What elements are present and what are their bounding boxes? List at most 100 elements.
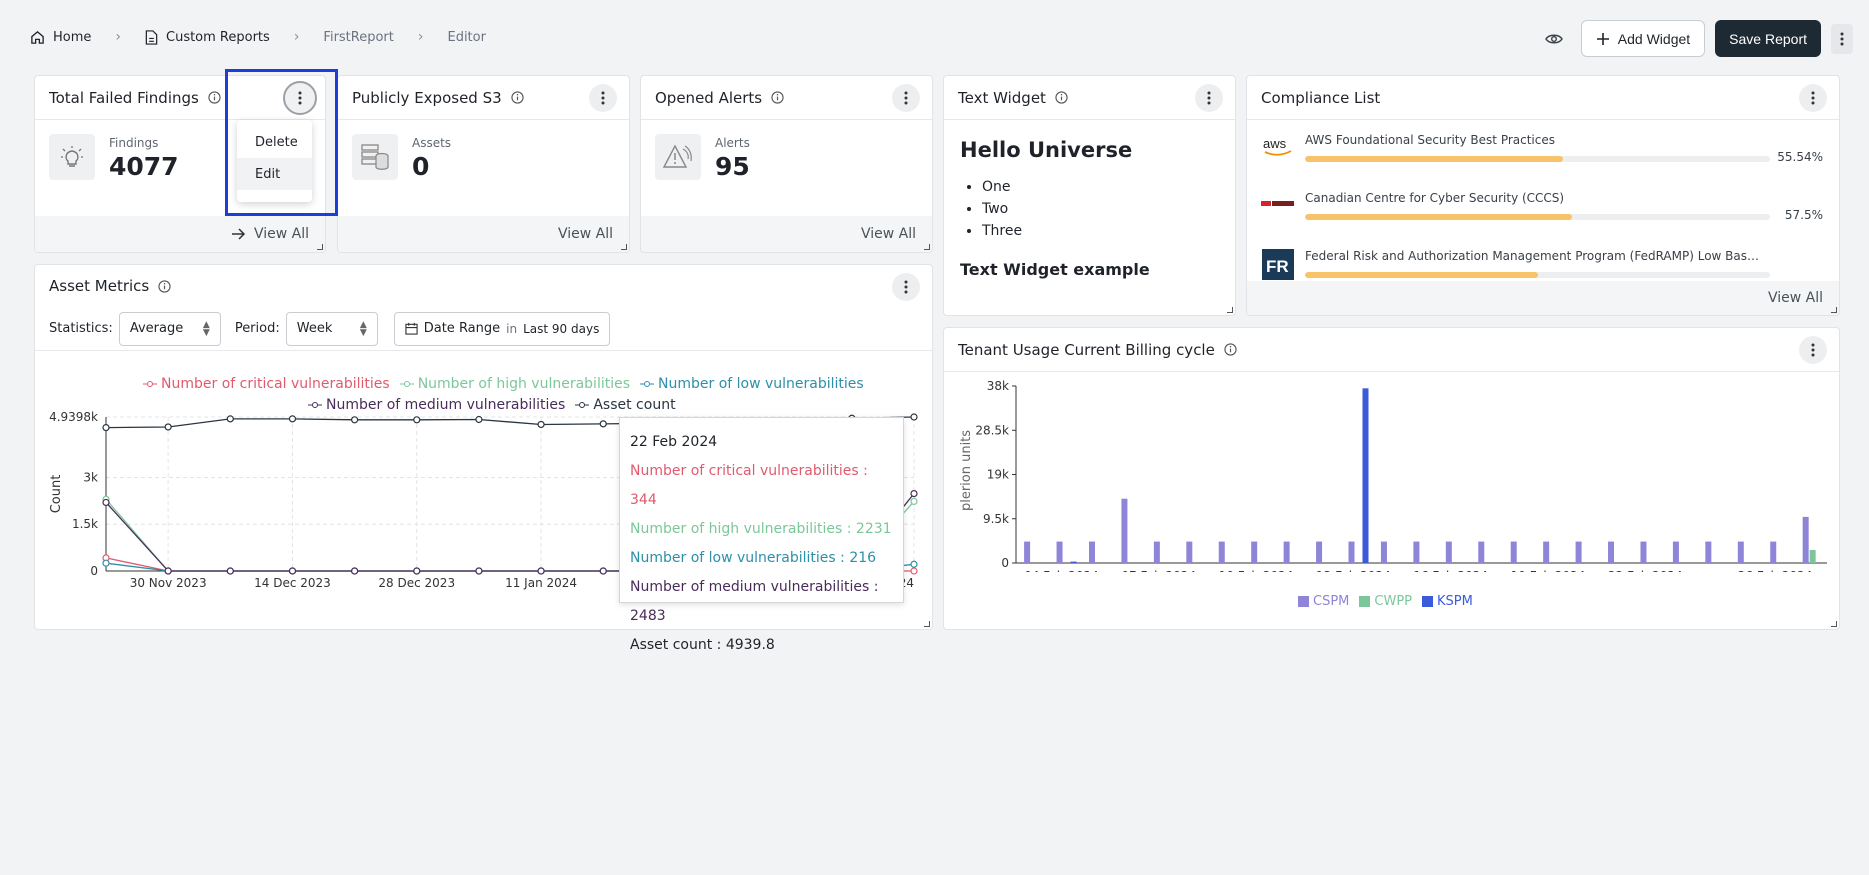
- x-tick-label: 10 Feb 2024: [1219, 569, 1294, 572]
- resize-handle[interactable]: [317, 244, 323, 250]
- stat-label: Alerts: [715, 136, 750, 150]
- stat-value: 95: [715, 152, 750, 181]
- date-range-in: in: [506, 321, 518, 336]
- widget-menu-button[interactable]: [283, 81, 317, 115]
- legend-item-cspm[interactable]: CSPM: [1298, 594, 1349, 609]
- text-widget-content: Hello Universe One Two Three Text Widget…: [944, 120, 1235, 297]
- widget-header: Text Widget: [944, 76, 1235, 120]
- info-icon[interactable]: [208, 91, 221, 104]
- view-all-link[interactable]: View All: [641, 216, 932, 252]
- legend-item-medium[interactable]: Number of medium vulnerabilities: [308, 397, 565, 413]
- svg-text:FR: FR: [1266, 257, 1289, 276]
- widget-menu-button[interactable]: [589, 84, 617, 112]
- resize-handle[interactable]: [924, 621, 930, 627]
- resize-handle[interactable]: [1831, 621, 1837, 627]
- widget-menu-button[interactable]: [892, 84, 920, 112]
- legend-item-low[interactable]: Number of low vulnerabilities: [640, 376, 864, 392]
- widget-menu-button[interactable]: [1195, 84, 1223, 112]
- top-actions: Add Widget Save Report: [1537, 20, 1853, 57]
- info-icon[interactable]: [511, 91, 524, 104]
- view-all-link[interactable]: View All: [35, 216, 325, 252]
- widget-title: Total Failed Findings: [49, 88, 199, 107]
- tooltip-high: Number of high vulnerabilities : 2231: [630, 521, 892, 537]
- date-range-value: Last 90 days: [523, 321, 600, 336]
- legend-item-kspm[interactable]: KSPM: [1422, 594, 1473, 609]
- compliance-progress-fill: [1305, 272, 1538, 278]
- resize-handle[interactable]: [1227, 307, 1233, 313]
- more-options-button[interactable]: [1831, 23, 1853, 54]
- data-point: [288, 415, 297, 423]
- data-point: [288, 567, 297, 575]
- bar: [1283, 541, 1290, 563]
- legend-item-high[interactable]: Number of high vulnerabilities: [399, 376, 631, 392]
- compliance-item[interactable]: aws AWS Foundational Security Best Pract…: [1247, 120, 1839, 178]
- legend-item-asset[interactable]: Asset count: [575, 397, 676, 413]
- menu-item-edit[interactable]: Edit: [237, 158, 312, 190]
- data-point: [910, 497, 918, 506]
- bar: [1121, 498, 1128, 563]
- compliance-item[interactable]: Canadian Centre for Cyber Security (CCCS…: [1247, 178, 1839, 236]
- legend-label: CWPP: [1374, 594, 1413, 609]
- bar-chart-legend: CSPM CWPP KSPM: [1298, 594, 1473, 609]
- statistics-select[interactable]: Average ▲ ▼: [118, 311, 221, 346]
- data-point: [164, 423, 172, 431]
- breadcrumb-report[interactable]: FirstReport: [323, 29, 394, 45]
- line-chart-legend-row2: Number of medium vulnerabilities Asset c…: [308, 397, 676, 413]
- x-tick-label: 14 Dec 2023: [254, 576, 331, 590]
- data-point: [537, 420, 545, 429]
- info-icon[interactable]: [158, 279, 171, 293]
- add-widget-button[interactable]: Add Widget: [1580, 20, 1706, 57]
- widget-menu-button[interactable]: [1799, 336, 1827, 364]
- bar: [1478, 541, 1485, 563]
- widget-title: Compliance List: [1261, 88, 1381, 107]
- widget-opened-alerts: Opened Alerts Alerts 95 View All: [640, 75, 933, 253]
- view-all-link[interactable]: View All: [1247, 281, 1839, 315]
- widget-context-menu: Delete Edit: [237, 120, 312, 202]
- date-range-picker[interactable]: Date Range in Last 90 days: [393, 311, 611, 346]
- widget-text: Text Widget Hello Universe One Two Three…: [943, 75, 1236, 316]
- breadcrumb-custom-reports-label: Custom Reports: [166, 29, 270, 45]
- tenant-usage-bar-chart: 0 9.5k 19k 28.5k 38k plerion units 04 Feb 2024…: [959, 379, 1827, 572]
- compliance-name: Federal Risk and Authorization Managemen…: [1305, 249, 1765, 263]
- bar: [1737, 541, 1744, 563]
- info-icon[interactable]: [1055, 91, 1068, 104]
- x-tick-label: 28 Dec 2023: [378, 576, 455, 590]
- breadcrumb-home[interactable]: Home: [30, 30, 91, 45]
- bar: [1316, 541, 1323, 563]
- bar: [1218, 541, 1225, 563]
- bar: [1445, 541, 1452, 563]
- info-icon[interactable]: [1224, 343, 1237, 356]
- widget-menu-button[interactable]: [1799, 84, 1827, 112]
- compliance-item[interactable]: FR Federal Risk and Authorization Manage…: [1247, 236, 1839, 280]
- period-select[interactable]: Week ▲ ▼: [285, 311, 378, 346]
- view-all-link[interactable]: View All: [338, 216, 629, 252]
- fedramp-logo-icon: FR: [1261, 249, 1295, 280]
- stat-body: Alerts 95: [641, 120, 932, 195]
- legend-item-cwpp[interactable]: CWPP: [1359, 594, 1412, 609]
- y-tick-label: 0: [90, 564, 98, 578]
- resize-handle[interactable]: [621, 244, 627, 250]
- database-icon: [352, 134, 398, 180]
- chart-controls: Statistics: Average ▲ ▼ Period: Week ▲ ▼ D…: [35, 307, 932, 351]
- save-report-button[interactable]: Save Report: [1715, 20, 1821, 57]
- resize-handle[interactable]: [924, 244, 930, 250]
- widget-header: Opened Alerts: [641, 76, 932, 120]
- bar: [1640, 541, 1647, 563]
- y-tick-label: 3k: [83, 470, 98, 484]
- info-icon[interactable]: [771, 91, 784, 104]
- menu-item-delete[interactable]: Delete: [255, 134, 298, 150]
- widget-menu-button[interactable]: [892, 273, 920, 301]
- data-point: [910, 567, 918, 575]
- breadcrumb-home-label: Home: [53, 29, 92, 45]
- home-icon: [31, 30, 44, 44]
- data-point: [102, 423, 110, 432]
- data-point: [102, 559, 110, 567]
- legend-item-critical[interactable]: Number of critical vulnerabilities: [143, 376, 390, 392]
- breadcrumb-custom-reports[interactable]: Custom Reports: [145, 30, 270, 45]
- data-point: [910, 560, 918, 568]
- legend-label: Number of high vulnerabilities: [417, 376, 631, 392]
- resize-handle[interactable]: [1831, 307, 1837, 313]
- preview-button[interactable]: [1537, 22, 1571, 56]
- tooltip-critical: Number of critical vulnerabilities : 344: [630, 463, 868, 508]
- legend-label: Number of critical vulnerabilities: [161, 376, 390, 392]
